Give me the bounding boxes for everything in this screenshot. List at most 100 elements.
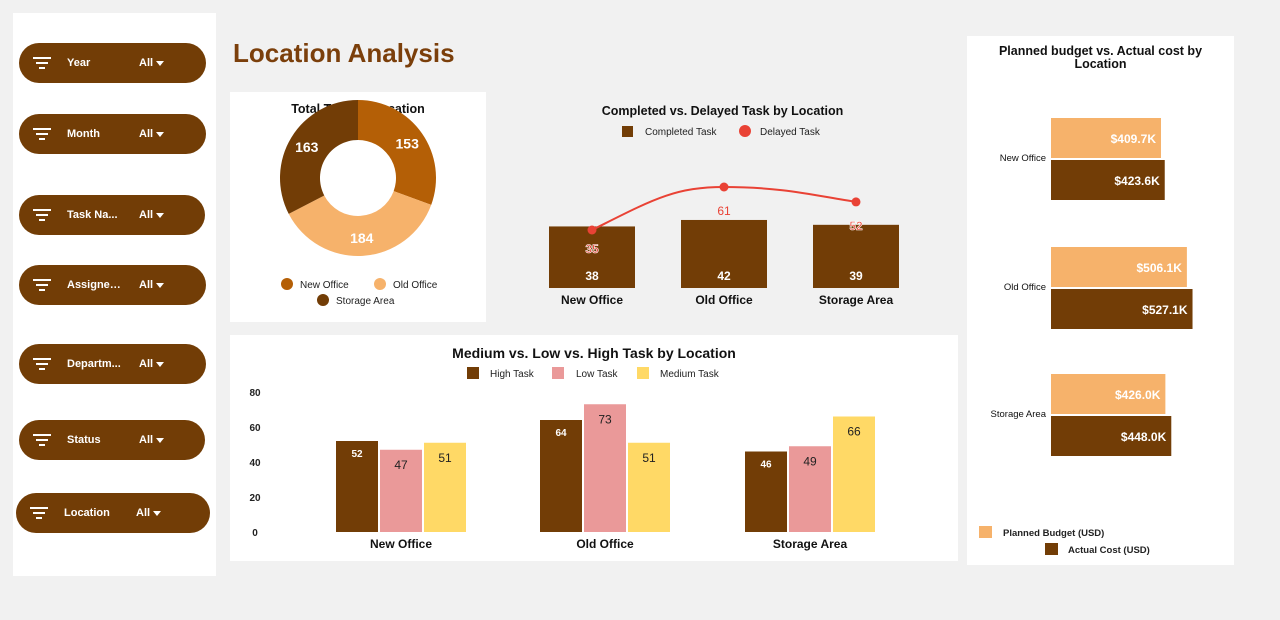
legend-label: Low Task [576,369,619,380]
grouped-chart: High Task Low Task Medium Task 0 20 40 60 80 52 4… [249,367,875,551]
budget-bar [1051,160,1165,200]
filter-assigned[interactable]: Assigned... All [19,265,206,305]
budget-value-label: $423.6K [1114,174,1160,188]
grouped-value-label: 64 [555,428,567,439]
filter-value: All [139,279,154,291]
x-tick-label: Storage Area [773,537,848,551]
filter-dropdown[interactable]: All [136,507,162,519]
legend-marker [467,367,479,379]
delayed-point [851,197,861,207]
grouped-bar [584,404,626,532]
combo-panel: Completed vs. Delayed Task by Location C… [495,95,950,320]
filter-departm[interactable]: Departm... All [19,344,206,384]
filter-value: All [139,128,154,140]
completed-bar [813,224,899,288]
filter-label: Status [67,434,101,446]
filter-month[interactable]: Month All [19,114,206,154]
grouped-bar [336,441,378,532]
y-tick-label: 80 [249,388,261,399]
legend-label: High Task [490,369,535,380]
legend-label: Old Office [393,280,438,291]
filter-dropdown[interactable]: All [139,279,165,291]
filter-location[interactable]: Location All [16,493,210,533]
grouped-bar [380,449,422,532]
budget-title: Planned budget vs. Actual cost by Locati… [998,44,1203,71]
donut-value-label: 184 [350,230,374,246]
legend-marker [979,526,992,538]
donut-slice [358,100,436,205]
filter-dropdown[interactable]: All [139,128,165,140]
completed-value-label: 39 [849,269,863,283]
grouped-value-label: 66 [847,425,861,439]
grouped-panel: Medium vs. Low vs. High Task by Location… [230,335,958,561]
y-tick-label: 40 [249,458,261,469]
chevron-down-icon [156,212,165,218]
filter-value: All [139,209,154,221]
filter-label: Location [64,507,110,519]
filter-icon [33,128,51,140]
budget-chart: New Office $409.7K $423.6K Old Office $506.1… [979,118,1193,556]
combo-chart: Completed Task Delayed Task 38 New Office 42… [549,125,899,307]
completed-bar [681,219,767,288]
filter-taskna[interactable]: Task Na... All [19,195,205,235]
budget-value-label: $448.0K [1121,430,1167,444]
grouped-value-label: 51 [438,451,452,465]
legend-marker [739,125,751,137]
filter-dropdown[interactable]: All [139,209,165,221]
y-tick-label: Storage Area [991,409,1047,420]
filter-icon [30,507,48,519]
filter-dropdown[interactable]: All [139,434,165,446]
legend-label: Actual Cost (USD) [1068,545,1150,556]
delayed-value-label: 52 [849,219,863,233]
page-title: Location Analysis [233,38,455,68]
grouped-bar [833,416,875,532]
delayed-value-label: 35 [585,242,599,256]
legend-label: New Office [300,280,349,291]
completed-bar [549,226,635,288]
budget-value-label: $527.1K [1142,303,1188,317]
filter-label: Departm... [67,358,121,370]
chevron-down-icon [156,60,165,66]
combo-title: Completed vs. Delayed Task by Location [601,104,844,118]
grouped-value-label: 46 [760,460,772,471]
grouped-value-label: 52 [351,449,363,460]
grouped-bar [628,442,670,532]
legend-label: Delayed Task [760,127,821,138]
legend-marker [637,367,649,379]
chevron-down-icon [156,437,165,443]
y-tick-label: New Office [1000,153,1046,164]
filter-dropdown[interactable]: All [139,57,165,69]
donut-slice [288,191,432,256]
budget-bar [1051,118,1162,158]
donut-value-label: 153 [396,136,420,152]
filter-year[interactable]: Year All [19,43,206,83]
grouped-bar [789,446,831,532]
budget-bar [1051,416,1172,456]
grouped-bar [424,442,466,532]
filter-label: Task Na... [67,209,118,221]
x-tick-label: Old Office [695,293,753,307]
chevron-down-icon [156,282,165,288]
y-tick-label: Old Office [1004,282,1046,293]
budget-value-label: $506.1K [1137,261,1183,275]
budget-panel: Planned budget vs. Actual cost by Locati… [967,36,1234,565]
grouped-value-label: 49 [803,454,817,468]
legend-marker [1045,543,1058,555]
filter-icon [33,358,51,370]
legend-marker [374,278,386,290]
grouped-value-label: 73 [598,412,612,426]
delayed-value-label: 61 [717,204,731,218]
legend-marker [552,367,564,379]
filter-status[interactable]: Status All [19,420,205,460]
legend-label: Completed Task [645,127,718,138]
x-tick-label: New Office [561,293,623,307]
legend-label: Medium Task [660,369,720,380]
filter-icon [33,434,51,446]
filter-value: All [139,57,154,69]
filter-label: Assigned... [67,279,125,291]
budget-bar [1051,247,1187,287]
completed-value-label: 42 [717,269,731,283]
donut-value-label: 163 [295,139,319,155]
filter-dropdown[interactable]: All [139,358,165,370]
budget-bar [1051,374,1166,414]
